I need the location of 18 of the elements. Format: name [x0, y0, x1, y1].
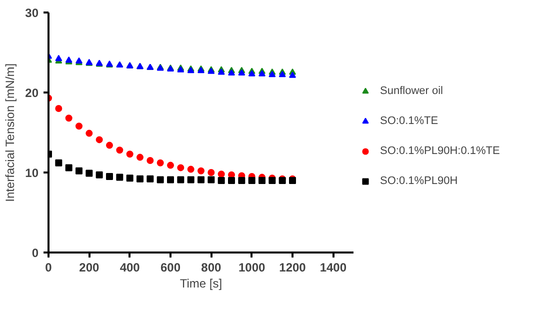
x-tick-label: 400: [120, 260, 140, 274]
x-tick-label: 1000: [238, 260, 266, 274]
x-axis-title: Time [s]: [180, 276, 222, 290]
x-tick-label: 1400: [320, 260, 347, 274]
x-tick-label: 1200: [279, 260, 306, 274]
x-tick-label: 200: [79, 260, 100, 274]
y-axis-title: Interfacial Tension [mN/m]: [3, 63, 18, 202]
y-tick-label: 0: [32, 246, 39, 260]
x-tick-label: 600: [160, 260, 181, 274]
legend-label: Sunflower oil: [380, 84, 443, 96]
legend-label: SO:0.1%PL90H:0.1%TE: [380, 144, 500, 156]
x-tick-label: 800: [201, 260, 222, 274]
legend-label: SO:0.1%PL90H: [380, 174, 458, 186]
x-tick-label: 0: [45, 260, 52, 274]
y-tick-label: 20: [25, 86, 39, 100]
legend-label: SO:0.1%TE: [380, 114, 438, 126]
y-tick-label: 10: [25, 166, 39, 180]
y-tick-label: 30: [25, 6, 39, 20]
